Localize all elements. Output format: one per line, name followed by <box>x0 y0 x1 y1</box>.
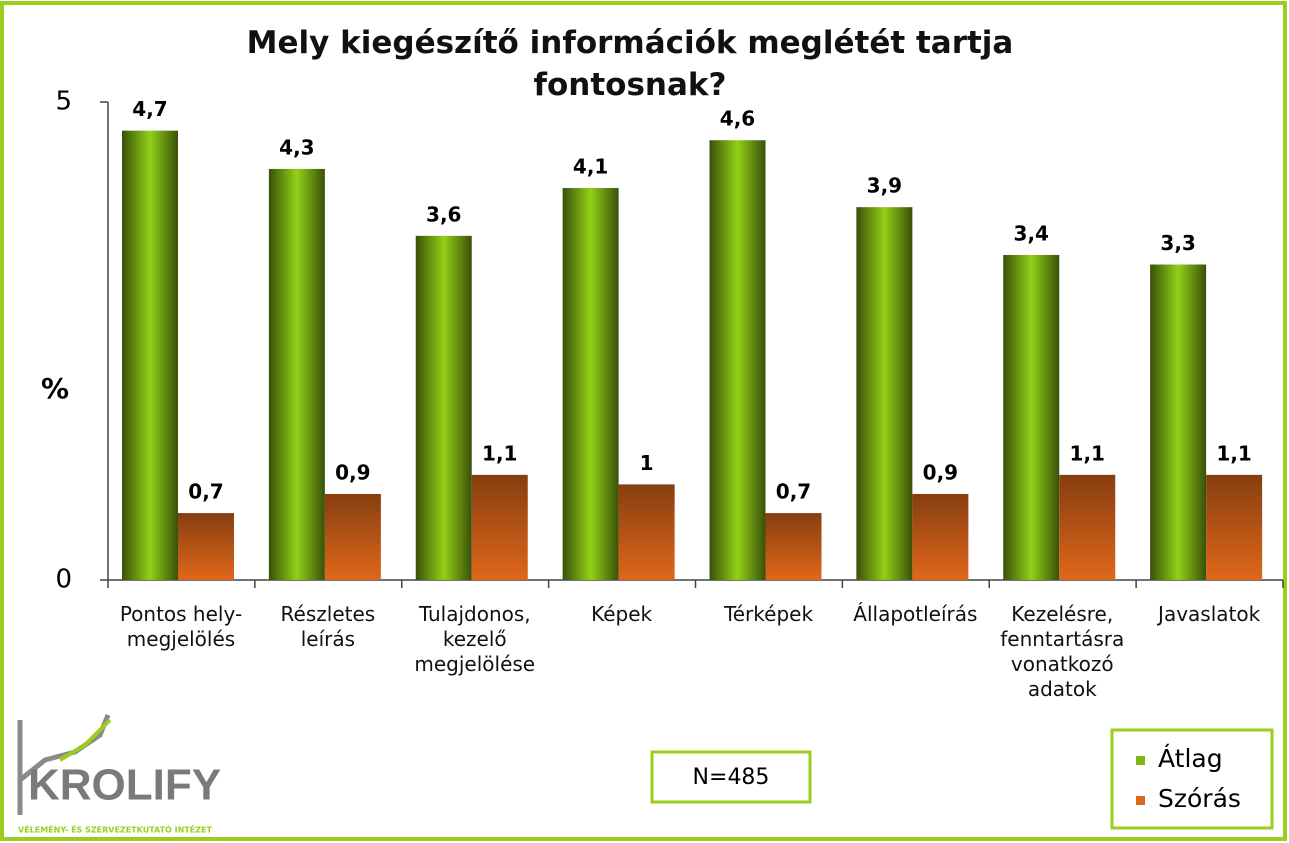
x-tick-label: Állapotleírás <box>853 602 978 626</box>
x-tick-label: Részletes leírás <box>280 602 376 651</box>
x-tick-label: Térképek <box>723 602 814 626</box>
y-axis-label: % <box>41 372 69 405</box>
y-tick-label: 0 <box>55 565 72 595</box>
value-label: 4,3 <box>279 135 314 159</box>
value-label: 3,4 <box>1014 221 1049 245</box>
logo-tagline: VÉLEMÉNY- ÉS SZERVEZETKUTATÓ INTÉZET <box>18 824 213 835</box>
bar <box>178 513 234 580</box>
legend-box <box>1110 728 1274 830</box>
legend-label: Átlag <box>1158 744 1223 773</box>
bar <box>415 235 472 580</box>
bar <box>562 188 619 581</box>
bar <box>618 484 675 580</box>
legend-swatch <box>1136 796 1145 805</box>
bar <box>1003 254 1060 580</box>
annotation: N=485 <box>693 765 770 790</box>
y-tick-label: 5 <box>55 87 72 117</box>
x-tick-label: Javaslatok <box>1158 602 1261 626</box>
bar <box>709 140 766 581</box>
bar <box>268 168 325 581</box>
bar <box>1206 474 1263 580</box>
value-label: 0,9 <box>923 460 958 484</box>
x-tick-label: Tulajdonos, kezelő megjelölése <box>414 602 536 676</box>
legend-swatch <box>1136 756 1145 765</box>
value-label: 4,6 <box>720 107 755 131</box>
bar <box>122 130 178 580</box>
bar <box>856 207 913 580</box>
x-tick-label: Pontos hely-megjelölés <box>119 602 243 651</box>
value-label: 1,1 <box>482 441 517 465</box>
x-tick-label: Kezelésre, fenntartásra vonatkozó adatok <box>1000 602 1125 701</box>
value-label: 3,6 <box>426 202 461 226</box>
annotation-box <box>650 750 812 804</box>
bar <box>1059 474 1116 580</box>
value-label: 0,7 <box>188 480 223 504</box>
bar <box>912 493 969 580</box>
value-label: 1,1 <box>1070 441 1105 465</box>
value-label: 0,7 <box>776 480 811 504</box>
bar <box>765 513 822 580</box>
value-label: 1 <box>640 451 654 475</box>
logo-swoosh <box>58 718 112 762</box>
legend-label: Szórás <box>1158 784 1241 813</box>
x-tick-label: Képek <box>591 602 653 626</box>
value-label: 1,1 <box>1216 441 1251 465</box>
logo-name: KROLIFY <box>28 761 221 810</box>
value-label: 4,7 <box>132 97 167 121</box>
bar <box>324 493 381 580</box>
value-label: 4,1 <box>573 155 608 179</box>
value-label: 0,9 <box>335 460 370 484</box>
bar <box>1150 264 1207 580</box>
bar <box>471 474 528 580</box>
value-label: 3,9 <box>867 174 902 198</box>
value-label: 3,3 <box>1160 231 1195 255</box>
chart-title: Mely kiegészítő információk meglétét tar… <box>246 25 1014 103</box>
